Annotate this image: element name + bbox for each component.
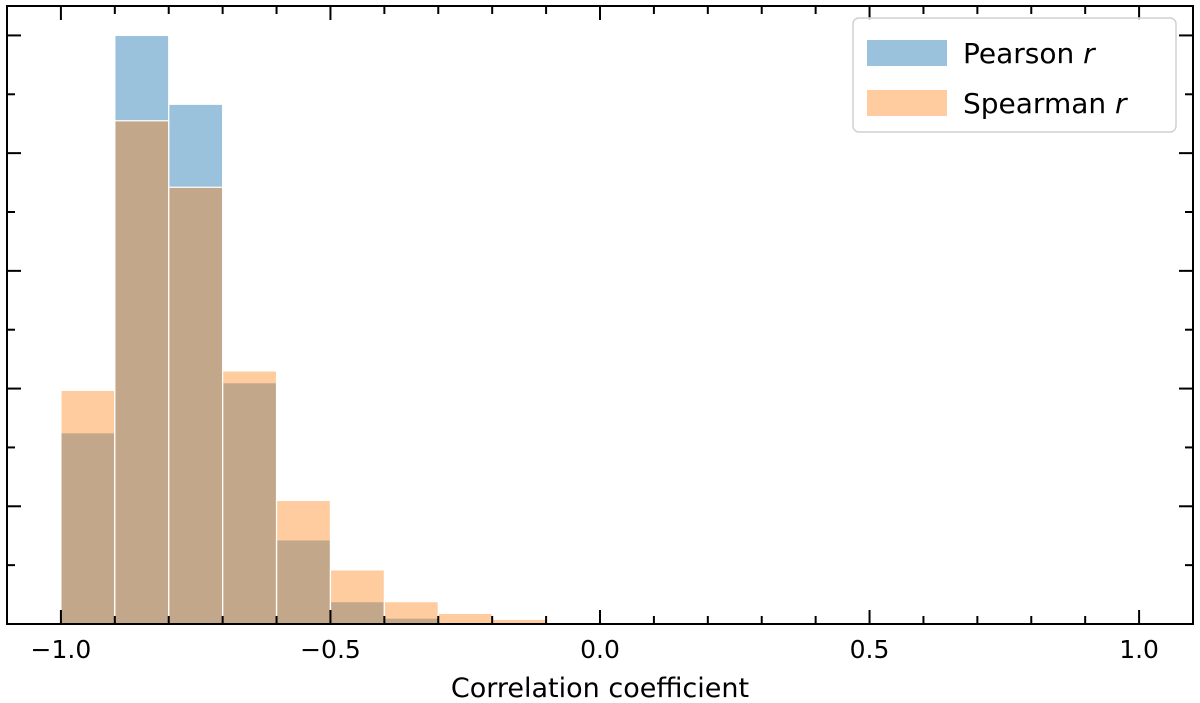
- legend-swatch-spearman: [867, 90, 947, 116]
- bar-spearman-6: [383, 601, 439, 625]
- bar-spearman-2: [168, 186, 224, 625]
- x-ticks: [6, 6, 1194, 624]
- x-tick-label: −1.0: [31, 635, 92, 664]
- bar-pearson-0: [60, 432, 116, 625]
- legend-swatch-pearson: [867, 40, 947, 66]
- y-ticks: [7, 34, 1193, 625]
- bar-spearman-3: [222, 370, 278, 625]
- x-tick-label: −0.5: [300, 635, 361, 664]
- x-tick-label: 0.0: [580, 635, 620, 664]
- legend-label-spearman: Spearman r: [963, 87, 1128, 120]
- bar-pearson-1: [114, 34, 170, 625]
- x-axis-label: Correlation coefficient: [451, 673, 749, 703]
- x-tick-label: 0.5: [850, 635, 890, 664]
- bar-pearson-2: [168, 103, 224, 625]
- bar-spearman-1: [114, 120, 170, 625]
- bar-spearman-0: [60, 389, 116, 625]
- x-tick-label: 1.0: [1119, 635, 1159, 664]
- series-pearson: [60, 34, 439, 625]
- bar-spearman-4: [275, 499, 332, 625]
- bar-spearman-7: [437, 612, 493, 625]
- bar-pearson-3: [222, 382, 278, 625]
- series-spearman: [60, 120, 547, 625]
- legend-box: [852, 17, 1177, 133]
- legend: Pearson r Spearman r: [852, 17, 1177, 133]
- bar-spearman-5: [329, 569, 385, 625]
- legend-label-pearson: Pearson r: [963, 37, 1096, 70]
